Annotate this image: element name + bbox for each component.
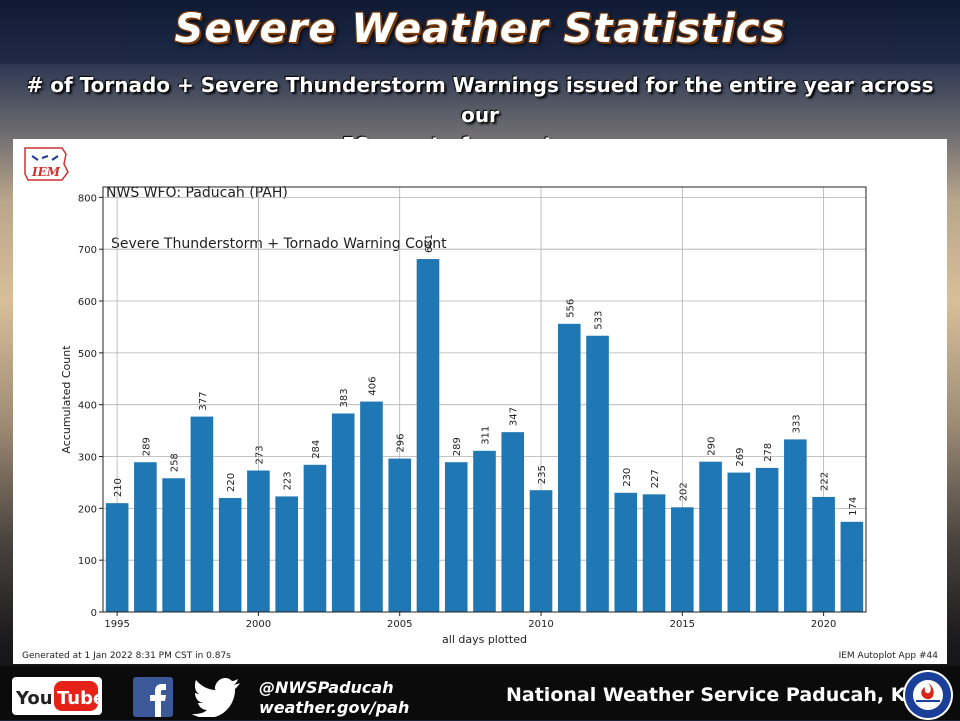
social-links: @NWSPaducah weather.gov/pah bbox=[259, 678, 409, 718]
header-band bbox=[0, 0, 960, 64]
autoplot-note: IEM Autoplot App #44 bbox=[838, 651, 938, 661]
svg-text:Tube: Tube bbox=[57, 688, 102, 709]
facebook-icon[interactable] bbox=[133, 677, 173, 717]
office-name: National Weather Service Paducah, KY bbox=[506, 684, 920, 706]
iem-logo-icon: IEM bbox=[24, 147, 69, 181]
website-link[interactable]: weather.gov/pah bbox=[259, 698, 410, 717]
iem-logo-text: IEM bbox=[31, 165, 61, 179]
svg-text:You: You bbox=[15, 688, 53, 709]
page-title: Severe Weather Statistics bbox=[174, 6, 786, 52]
chart-subtitle: Severe Thunderstorm + Tornado Warning Co… bbox=[111, 236, 447, 252]
generated-note: Generated at 1 Jan 2022 8:31 PM CST in 0… bbox=[22, 651, 231, 661]
chart-title: NWS WFO: Paducah (PAH) bbox=[106, 185, 288, 201]
chart-title-block: NWS WFO: Paducah (PAH) Severe Thundersto… bbox=[106, 151, 447, 270]
subtitle-line-1: # of Tornado + Severe Thunderstorm Warni… bbox=[26, 73, 934, 127]
twitter-handle[interactable]: @NWSPaducah bbox=[259, 678, 394, 697]
youtube-icon[interactable]: You Tube bbox=[12, 677, 102, 715]
twitter-icon[interactable] bbox=[192, 677, 242, 717]
nws-seal-icon bbox=[903, 670, 953, 720]
